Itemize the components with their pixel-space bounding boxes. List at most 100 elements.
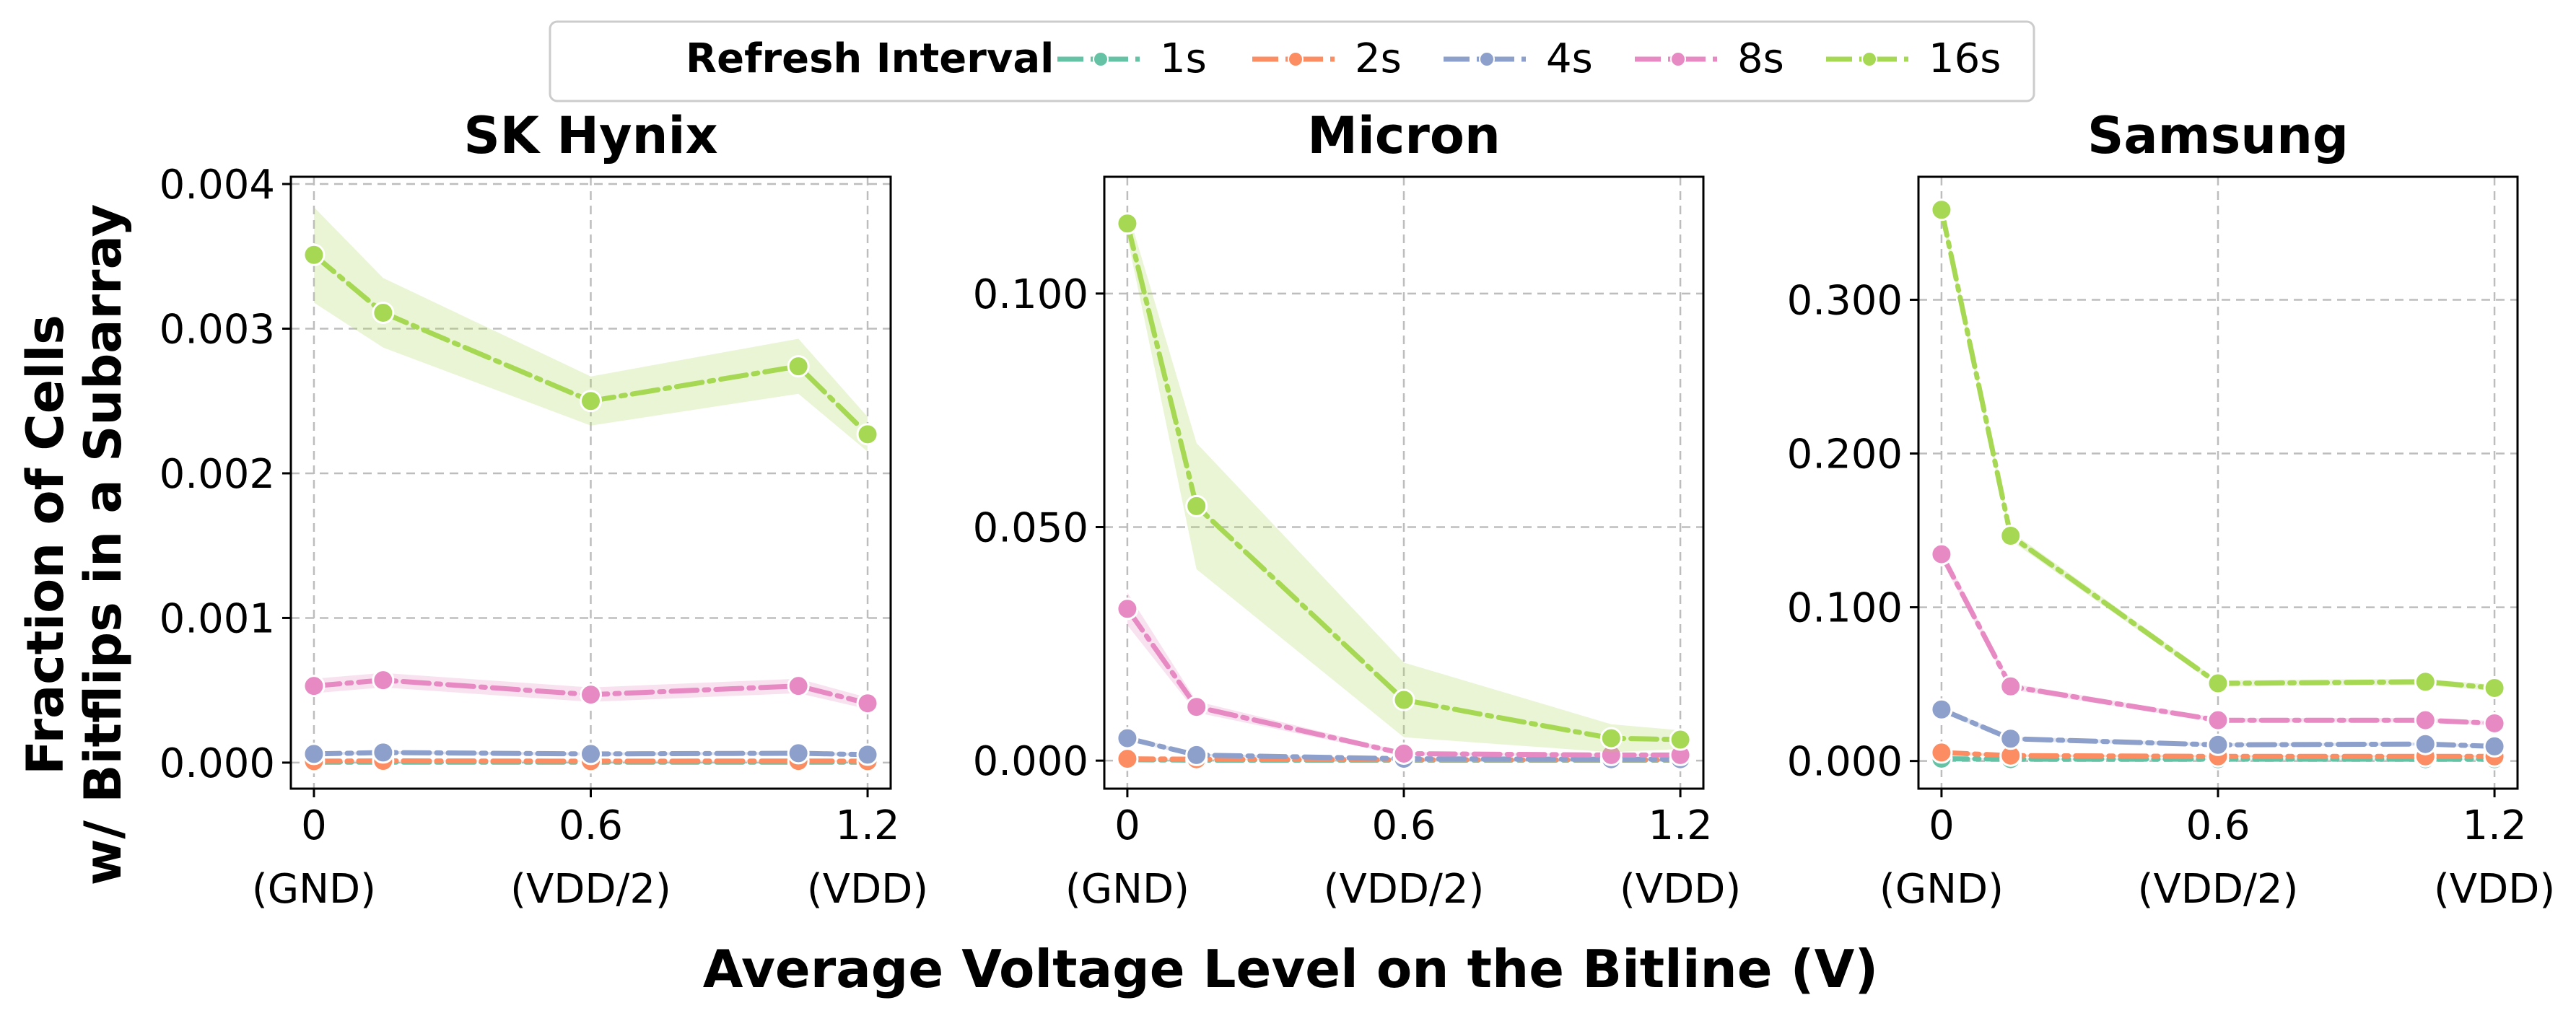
y-axis-label-line-1: Fraction of Cells [16,315,75,775]
point-8s [2414,709,2437,732]
x-tick-label: (VDD) [807,866,928,913]
point-16s [302,243,326,266]
panel-title: Micron [1307,106,1501,165]
y-tick-label: 0.002 [160,451,275,498]
y-tick-label: 0.200 [1787,431,1903,478]
point-16s [1930,198,1953,222]
legend-entry-16s: 16s [1826,35,2001,82]
series-8s [1116,592,1692,766]
legend-entry-2s: 2s [1252,35,1402,82]
series-16s [302,207,879,452]
point-4s [2414,732,2437,755]
x-tick-label: 0 [1114,802,1140,849]
legend-entry-4s: 4s [1444,35,1593,82]
x-tick-label: 1.2 [1649,802,1713,849]
legend-entry-1s: 1s [1057,35,1207,82]
x-tick-label: (VDD/2) [2138,866,2299,913]
y-tick-label: 0.003 [160,306,275,353]
legend-label: 1s [1160,35,1207,82]
point-16s [1116,212,1139,235]
point-8s [1930,543,1953,566]
y-tick-label: 0.000 [1787,739,1903,786]
point-8s [1116,597,1139,621]
point-2s [1116,748,1139,771]
x-tick-label: (GND) [1879,866,2004,913]
point-8s [2206,709,2230,732]
point-16s [2483,676,2506,699]
legend-label: 4s [1546,35,1593,82]
y-tick-label: 0.300 [1787,277,1903,324]
point-4s [1930,698,1953,721]
point-16s [2414,670,2437,693]
legend-swatch-marker [1093,51,1109,67]
x-tick-label: (VDD/2) [510,866,671,913]
panel-samsung: Samsung 0.000 0.100 0.200 0.300 0 (GND) 0.6 (VD… [1787,106,2556,913]
point-4s [787,742,810,765]
point-8s [1185,696,1208,719]
legend-swatch-marker [1670,51,1686,67]
y-tick-label: 0.001 [160,595,275,642]
panel-micron: Micron 0.000 0.050 0.100 0 (GND) 0.6 (VDD/2) 1.… [973,106,1742,913]
point-16s [580,390,602,413]
band-16s [1127,209,1681,753]
legend-swatch-marker [1861,51,1877,67]
point-16s [1392,688,1415,711]
series-4s [1930,698,2506,758]
x-tick-label: 0 [301,802,327,849]
legend-swatch-marker [1479,51,1495,67]
x-tick-label: 1.2 [836,802,900,849]
point-4s [1116,727,1139,750]
x-tick-label: 0.6 [1371,802,1436,849]
point-16s [1185,494,1208,517]
point-4s [1999,727,2022,750]
point-16s [1599,727,1623,750]
x-tick-label: (VDD) [1620,866,1741,913]
legend-label: 16s [1929,35,2001,82]
point-4s [856,743,879,766]
legend-entry-8s: 8s [1635,35,1784,82]
y-tick-label: 0.000 [160,740,275,787]
point-4s [2483,735,2506,758]
series-16s [1930,198,2506,699]
series-16s [1116,209,1692,753]
x-tick-label: (VDD/2) [1324,866,1485,913]
x-tick-label: 0.6 [2186,802,2250,849]
series-8s [302,669,879,715]
legend-title: Refresh Interval [686,35,1054,82]
y-tick-label: 0.000 [973,738,1088,785]
point-8s [1999,675,2022,698]
point-8s [856,692,879,715]
point-16s [2206,672,2230,695]
point-4s [1185,743,1208,766]
point-16s [1999,525,2022,548]
panel-title: SK Hynix [463,106,717,165]
legend-entries: 1s 2s 4s 8s 16s [1057,35,2001,82]
band-16s [314,207,868,452]
point-16s [856,423,879,446]
point-4s [302,742,326,766]
point-4s [372,741,395,764]
point-16s [787,355,810,378]
y-tick-label: 0.100 [1787,585,1903,632]
panel-title: Samsung [2087,106,2349,165]
point-8s [1392,742,1415,765]
legend: Refresh Interval 1s 2s 4s 8s 16s [549,20,2035,102]
y-axis-label-line-2: w/ Bitflips in a Subarray [74,204,133,886]
x-tick-label: 1.2 [2463,802,2527,849]
point-8s [787,675,810,698]
x-tick-label: 0 [1929,802,1955,849]
point-8s [580,683,602,706]
point-8s [302,675,326,698]
series-8s [1930,543,2506,735]
y-tick-label: 0.004 [160,162,275,209]
y-tick-label: 0.100 [973,271,1088,318]
series-4s [302,741,879,766]
x-axis-label: Average Voltage Level on the Bitline (V) [703,939,1878,999]
x-tick-label: 0.6 [559,802,623,849]
point-4s [580,742,602,766]
point-8s [372,669,395,692]
x-tick-label: (GND) [252,866,376,913]
point-2s [1930,741,1953,764]
point-8s [2483,711,2506,735]
